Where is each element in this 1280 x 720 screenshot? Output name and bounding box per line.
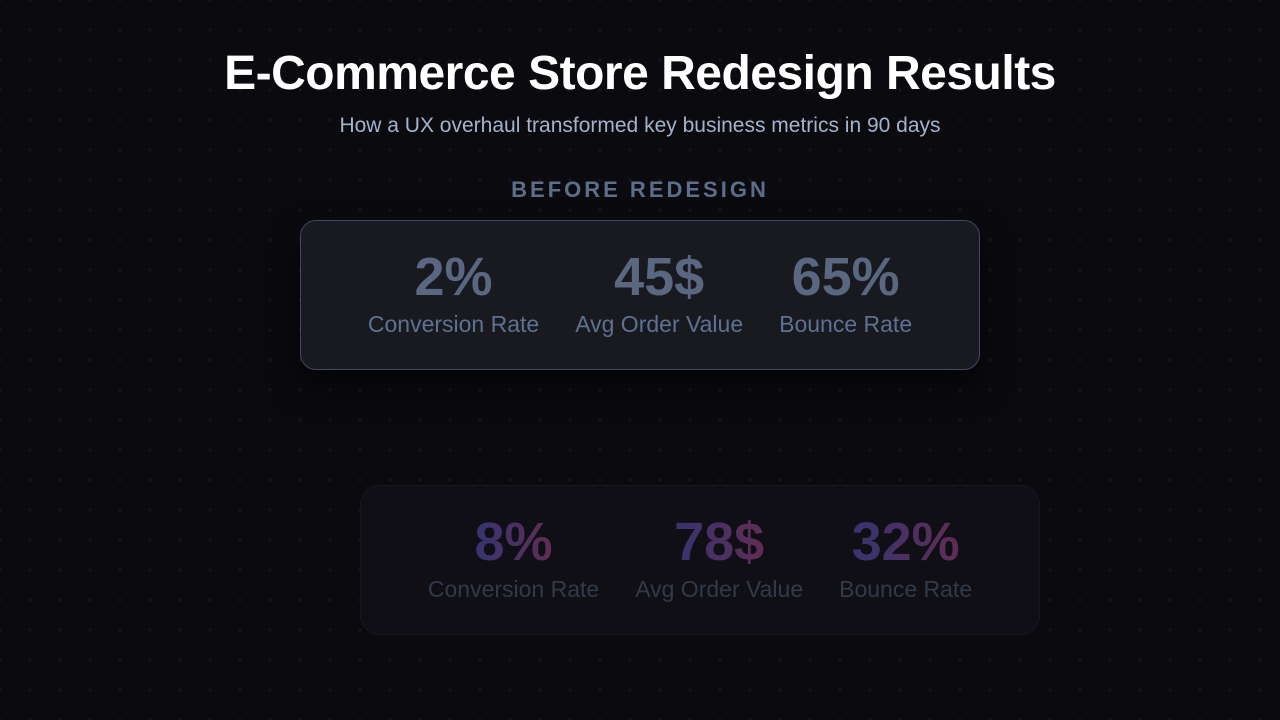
after-metric-bounce-rate: 32% Bounce Rate: [839, 511, 972, 605]
before-metrics-card: 2% Conversion Rate 45$ Avg Order Value 6…: [300, 220, 980, 371]
metric-label: Conversion Rate: [367, 311, 540, 338]
after-metric-avg-order-value: 78$ Avg Order Value: [635, 511, 803, 605]
metric-label: Conversion Rate: [427, 576, 600, 603]
metric-value: 65%: [791, 247, 900, 308]
metric-value: 45$: [614, 247, 705, 308]
metric-value: 32%: [851, 512, 960, 573]
metric-label: Avg Order Value: [575, 311, 744, 338]
before-redesign-heading: BEFORE REDESIGN: [511, 177, 769, 203]
before-metric-bounce-rate: 65% Bounce Rate: [779, 246, 912, 340]
after-metric-conversion-rate: 8% Conversion Rate: [428, 511, 599, 605]
page-title: E-Commerce Store Redesign Results: [224, 47, 1056, 100]
metric-label: Bounce Rate: [779, 311, 913, 338]
metric-label: Bounce Rate: [839, 576, 973, 603]
before-metric-conversion-rate: 2% Conversion Rate: [368, 246, 539, 340]
metric-value: 2%: [414, 247, 493, 308]
before-metric-avg-order-value: 45$ Avg Order Value: [575, 246, 743, 340]
redesign-results-page: E-Commerce Store Redesign Results How a …: [0, 47, 1280, 636]
metric-value: 8%: [474, 512, 553, 573]
metric-value: 78$: [674, 512, 765, 573]
page-subtitle: How a UX overhaul transformed key busine…: [339, 114, 941, 137]
metric-label: Avg Order Value: [635, 576, 804, 603]
after-metrics-card: 8% Conversion Rate 78$ Avg Order Value 3…: [360, 485, 1040, 636]
